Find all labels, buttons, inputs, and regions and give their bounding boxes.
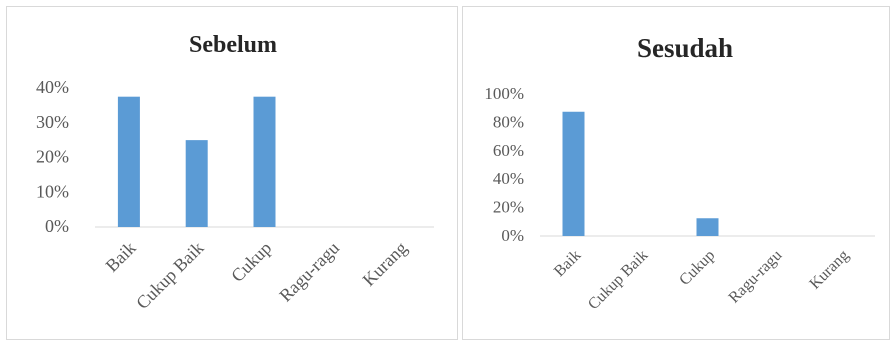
chart-1-x-tick-label-baik: Baik: [551, 247, 584, 280]
chart-0-x-tick-label-ragu-ragu: Ragu-ragu: [275, 238, 343, 306]
chart-1-y-tick-label: 60%: [493, 141, 524, 160]
chart-sebelum: Sebelum 0% 10% 20% 30% 40% Baik Cukup Baik Cukup…: [6, 6, 458, 340]
chart-sesudah: Sesudah 0% 20% 40% 60% 80% 100% Baik Cukup Baik C…: [462, 6, 890, 340]
chart-0-x-tick-label-cukup: Cukup: [227, 238, 275, 286]
chart-1-y-tick-label: 40%: [493, 169, 524, 188]
chart-0-x-tick-label-kurang: Kurang: [359, 238, 411, 290]
chart-1-title: Sesudah: [637, 33, 733, 63]
chart-0-y-tick-label: 30%: [36, 112, 69, 132]
chart-1-y-tick-label: 20%: [493, 198, 524, 217]
chart-0-title: Sebelum: [189, 32, 277, 58]
chart-0-bar-baik: [117, 96, 140, 227]
chart-0-x-tick-label-cukup-baik: Cukup Baik: [132, 238, 207, 313]
chart-sesudah-svg: Sesudah 0% 20% 40% 60% 80% 100% Baik Cukup Baik C…: [484, 33, 875, 313]
chart-1-x-tick-label-cukup-baik: Cukup Baik: [585, 247, 651, 313]
chart-0-y-tick-label: 40%: [36, 77, 69, 97]
chart-0-bar-cukup-baik: [185, 140, 208, 227]
chart-1-y-tick-label: 100%: [484, 84, 524, 103]
chart-1-x-tick-label-ragu-ragu: Ragu-ragu: [726, 247, 786, 307]
chart-0-bar-cukup: [253, 96, 276, 227]
chart-1-y-tick-label: 0%: [501, 226, 524, 245]
chart-1-x-tick-label-kurang: Kurang: [806, 247, 852, 293]
chart-1-bar-baik: [562, 111, 585, 236]
chart-1-y-tick-label: 80%: [493, 112, 524, 131]
chart-1-bar-cukup: [696, 218, 719, 236]
chart-0-y-tick-label: 10%: [36, 181, 69, 201]
chart-0-y-tick-label: 20%: [36, 147, 69, 167]
chart-0-x-tick-label-baik: Baik: [102, 238, 140, 276]
chart-0-y-tick-label: 0%: [45, 216, 69, 236]
chart-1-x-tick-label-cukup: Cukup: [676, 247, 718, 289]
